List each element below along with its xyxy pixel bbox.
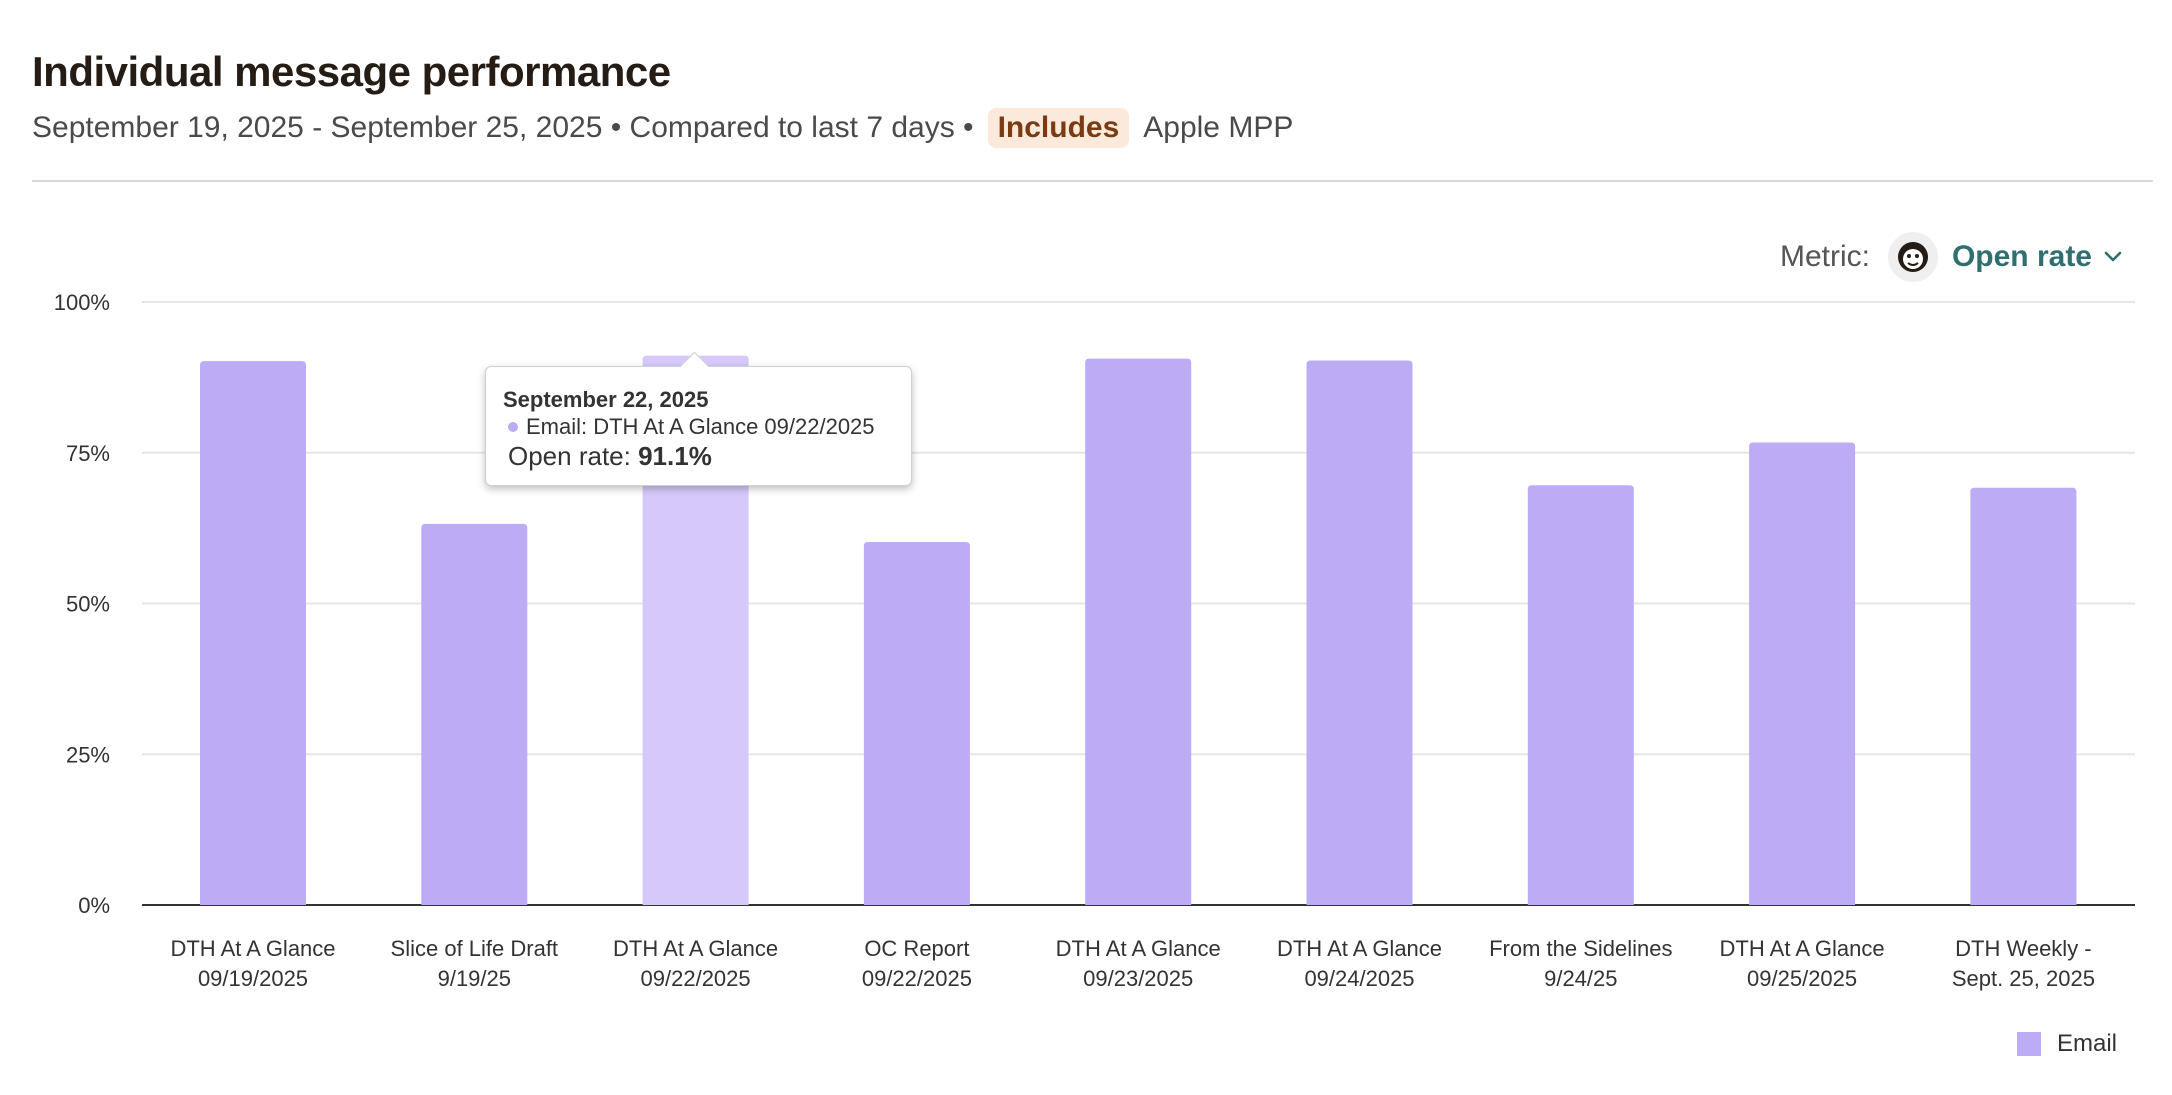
x-tick-label: 09/24/2025 <box>1304 966 1414 991</box>
x-tick-label: 09/25/2025 <box>1747 966 1857 991</box>
x-tick-label: DTH At A Glance <box>170 936 335 961</box>
bar <box>1527 485 1634 905</box>
metric-dropdown-value[interactable]: Open rate <box>1951 240 2092 273</box>
includes-badge: Includes <box>987 108 1130 148</box>
bar <box>1749 442 1856 905</box>
y-tick-label: 100% <box>54 290 110 315</box>
x-tick-label: DTH At A Glance <box>1277 936 1442 961</box>
chart-tooltip: September 22, 2025 Email: DTH At A Glanc… <box>485 351 912 486</box>
x-tick-label: From the Sidelines <box>1489 936 1672 961</box>
tooltip-metric-label: Open rate: <box>508 441 631 471</box>
apple-mpp-text: Apple MPP <box>1143 111 1294 144</box>
x-tick-label: 9/24/25 <box>1544 966 1617 991</box>
x-tick-label: Slice of Life Draft <box>391 936 559 961</box>
bar <box>1085 358 1192 905</box>
metric-selector[interactable]: Metric: Open rate <box>1780 232 2124 282</box>
tooltip-series: Email: DTH At A Glance 09/22/2025 <box>508 414 875 440</box>
y-tick-label: 25% <box>66 742 110 767</box>
tooltip-value: 91.1% <box>638 441 712 471</box>
bar <box>642 355 749 905</box>
chart-legend[interactable]: Email <box>2016 1030 2117 1058</box>
y-tick-label: 50% <box>66 592 110 617</box>
x-tick-label: 09/22/2025 <box>862 966 972 991</box>
x-tick-label: Sept. 25, 2025 <box>1952 966 2095 991</box>
legend-swatch-email <box>2016 1032 2041 1056</box>
date-range-text: September 19, 2025 - September 25, 2025 … <box>32 111 974 144</box>
x-tick-label: 09/22/2025 <box>641 966 751 991</box>
series-dot-icon <box>508 422 518 432</box>
y-tick-label: 0% <box>78 893 110 918</box>
date-range-subtitle: September 19, 2025 - September 25, 2025 … <box>32 108 1293 148</box>
tooltip-value-row: Open rate: 91.1% <box>508 441 712 472</box>
chevron-down-icon[interactable] <box>2102 246 2124 268</box>
x-tick-label: DTH At A Glance <box>1720 936 1885 961</box>
x-tick-label: 09/23/2025 <box>1083 966 1193 991</box>
legend-label-email[interactable]: Email <box>2056 1030 2117 1057</box>
x-tick-label: 9/19/25 <box>438 966 511 991</box>
header-divider <box>32 180 2153 182</box>
x-tick-label: OC Report <box>864 936 969 961</box>
bar <box>1970 487 2077 905</box>
mailchimp-freddie-icon <box>1887 232 1938 282</box>
page-title: Individual message performance <box>32 48 671 95</box>
bar <box>863 541 970 905</box>
bar <box>200 361 306 905</box>
tooltip-series-label: Email: DTH At A Glance 09/22/2025 <box>526 414 875 439</box>
x-tick-label: DTH At A Glance <box>613 936 778 961</box>
y-tick-label: 75% <box>66 441 110 466</box>
bar <box>421 523 528 905</box>
bar <box>1306 360 1413 906</box>
x-tick-label: DTH Weekly - <box>1955 936 2092 961</box>
x-tick-label: DTH At A Glance <box>1056 936 1221 961</box>
tooltip-date: September 22, 2025 <box>503 387 709 412</box>
x-tick-label: 09/19/2025 <box>198 966 308 991</box>
metric-label: Metric: <box>1779 240 1870 273</box>
